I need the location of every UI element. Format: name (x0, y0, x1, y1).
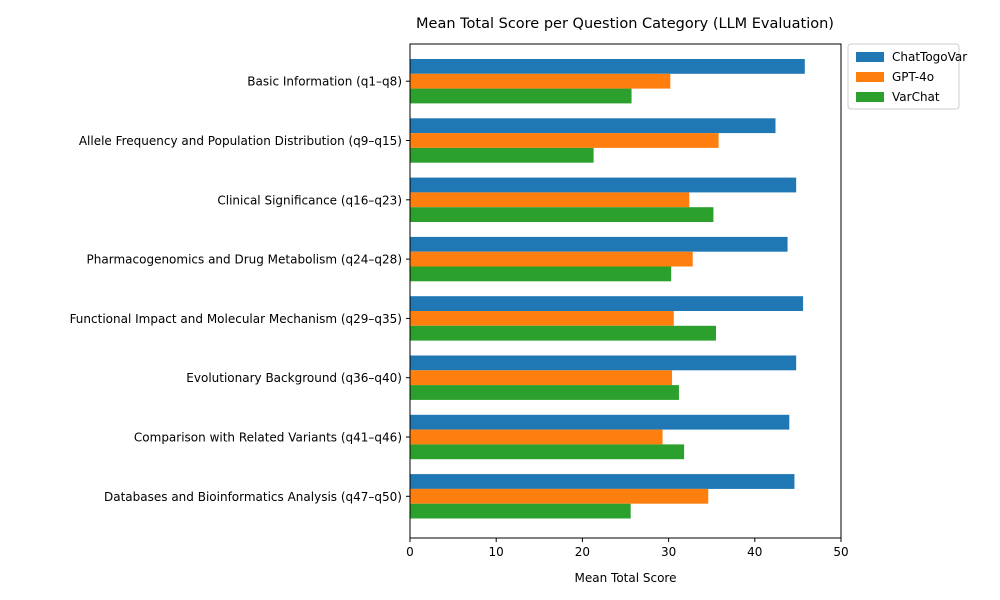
legend-label: ChatTogoVar (892, 50, 967, 64)
legend-label: GPT-4o (892, 70, 934, 84)
bar-gpt-4o-3 (410, 192, 690, 208)
bar-varchat-7 (410, 444, 685, 460)
legend-label: VarChat (892, 90, 940, 104)
bar-chattogovar-7 (410, 414, 790, 430)
x-tick-label: 50 (833, 545, 848, 559)
y-tick-label: Basic Information (q1–q8) (247, 75, 402, 89)
bar-chattogovar-8 (410, 474, 795, 489)
x-axis-ticks: 0 10 20 30 40 50 (406, 538, 849, 559)
bar-varchat-6 (410, 385, 679, 400)
x-tick-label: 30 (661, 545, 676, 559)
x-tick-label: 40 (747, 545, 762, 559)
bar-chattogovar-3 (410, 177, 797, 193)
bar-varchat-5 (410, 325, 717, 341)
bar-varchat-4 (410, 266, 672, 282)
bar-chattogovar-1 (410, 59, 805, 74)
bar-gpt-4o-4 (410, 251, 693, 267)
legend: ChatTogoVar GPT-4o VarChat (847, 43, 967, 110)
bar-chattogovar-4 (410, 236, 788, 252)
x-tick-label: 0 (406, 545, 414, 559)
y-tick-label: Databases and Bioinformatics Analysis (q… (104, 490, 402, 504)
bar-chattogovar-6 (410, 355, 797, 371)
bar-gpt-4o-7 (410, 429, 663, 445)
bar-varchat-3 (410, 207, 714, 222)
x-axis-title: Mean Total Score (575, 571, 677, 585)
bar-chattogovar-2 (410, 118, 776, 134)
legend-swatch-varchat (856, 92, 884, 102)
y-tick-label: Evolutionary Background (q36–q40) (186, 371, 402, 385)
bar-varchat-1 (410, 88, 632, 104)
bar-varchat-8 (410, 503, 631, 519)
legend-swatch-gpt-4o (856, 72, 884, 82)
y-tick-label: Comparison with Related Variants (q41–q4… (134, 431, 402, 445)
x-tick-label: 10 (489, 545, 504, 559)
chart-title: Mean Total Score per Question Category (… (416, 16, 834, 32)
bar-gpt-4o-2 (410, 133, 719, 148)
legend-swatch-chattogovar (856, 52, 884, 62)
y-tick-label: Clinical Significance (q16–q23) (217, 193, 402, 207)
plot-frame (409, 43, 842, 539)
bar-gpt-4o-1 (410, 73, 671, 89)
y-tick-label: Allele Frequency and Population Distribu… (79, 134, 402, 148)
bars-group (410, 59, 805, 519)
y-tick-label: Pharmacogenomics and Drug Metabolism (q2… (87, 253, 402, 267)
bar-varchat-2 (410, 147, 594, 163)
x-tick-label: 20 (575, 545, 590, 559)
bar-gpt-4o-8 (410, 488, 709, 504)
bar-gpt-4o-6 (410, 370, 673, 386)
bar-chattogovar-5 (410, 296, 804, 311)
y-axis-ticks: Basic Information (q1–q8) Allele Frequenc… (70, 75, 410, 504)
bar-gpt-4o-5 (410, 311, 674, 326)
y-tick-label: Functional Impact and Molecular Mechanis… (70, 312, 402, 326)
